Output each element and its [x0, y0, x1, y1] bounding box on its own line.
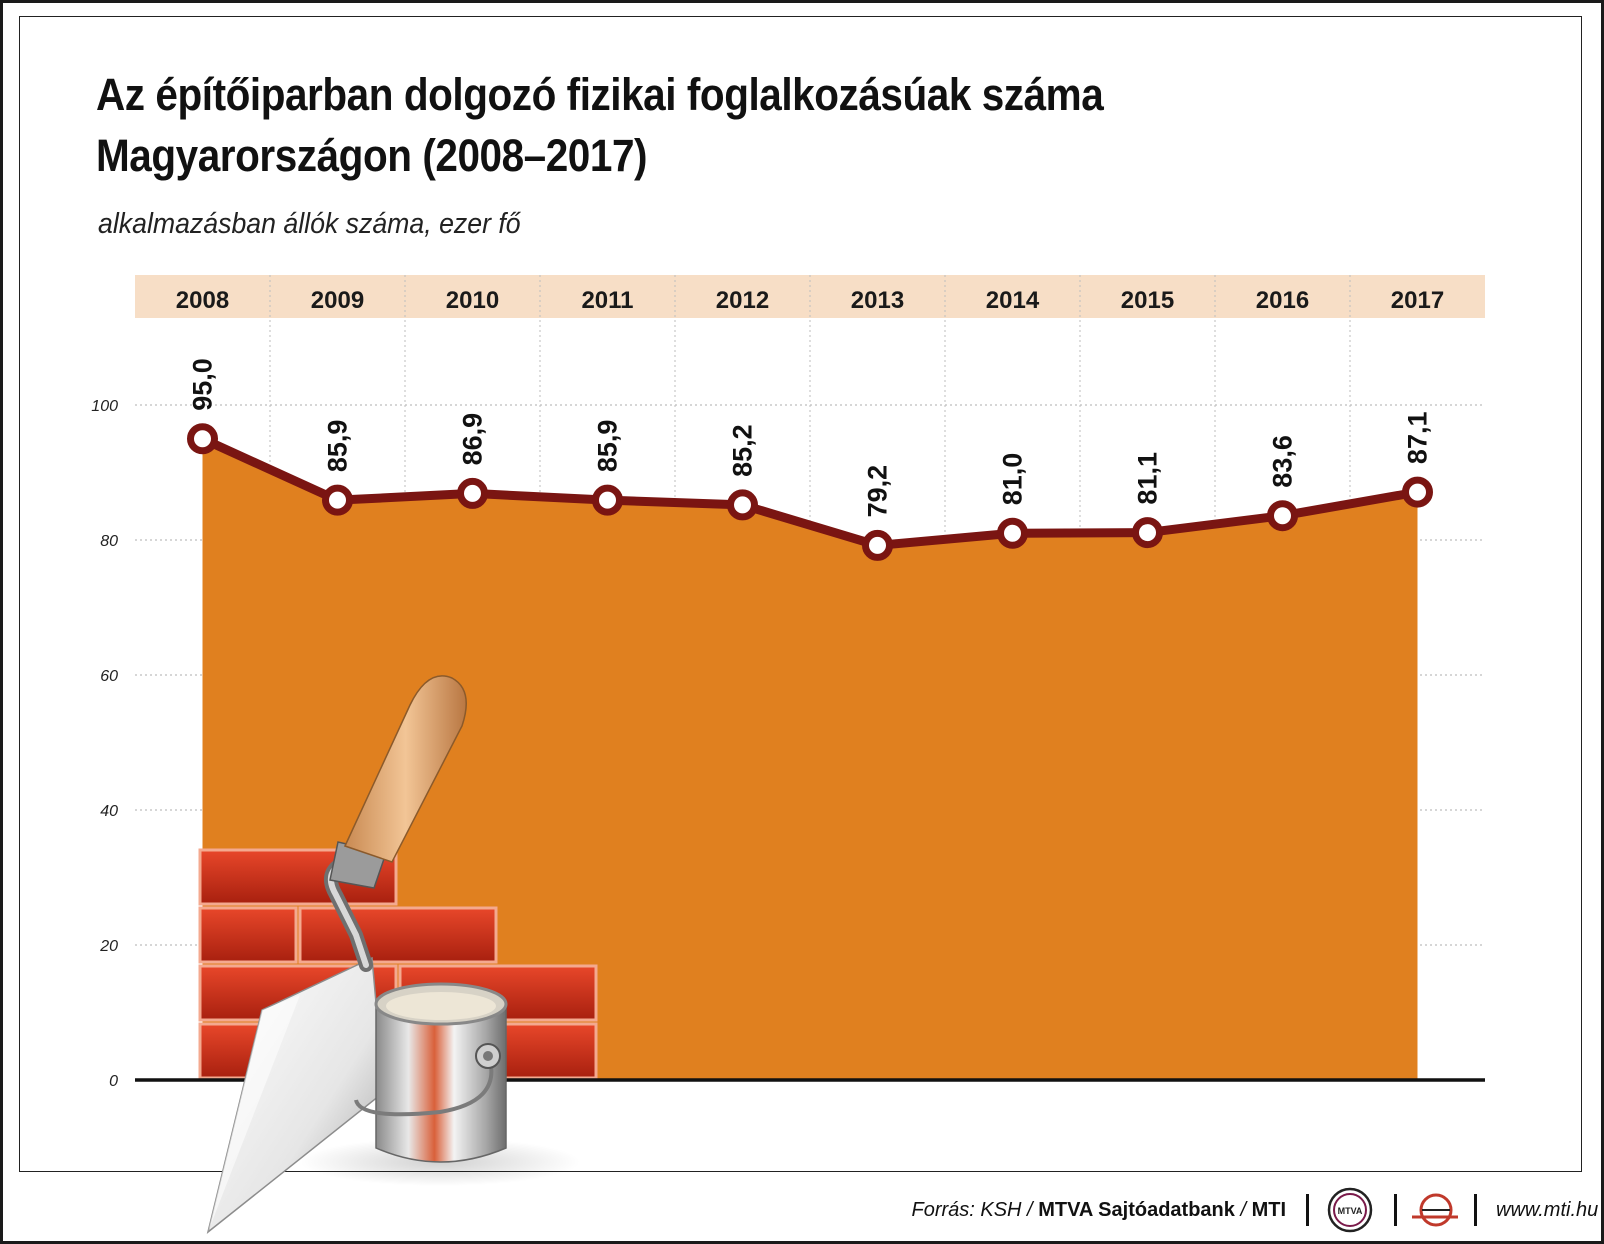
- brick: [298, 906, 498, 964]
- data-label: 86,9: [458, 413, 488, 466]
- x-tick-label: 2014: [986, 287, 1040, 314]
- x-tick-label: 2011: [581, 287, 633, 314]
- data-point: [997, 517, 1028, 549]
- data-label: 85,9: [593, 420, 623, 473]
- source-prefix: Forrás: KSH /: [911, 1199, 1039, 1221]
- footer-url: www.mti.hu: [1496, 1199, 1599, 1221]
- footer: Forrás: KSH / MTVA Sajtóadatbank / MTI M…: [0, 1182, 1604, 1238]
- y-axis-ticks: 0 20 40 60 80 100: [91, 398, 118, 1090]
- x-tick-label: 2013: [851, 287, 904, 314]
- area-fill: [202, 438, 1418, 1080]
- chart-title: Az építőiparban dolgozó fizikai foglalko…: [96, 64, 1104, 186]
- x-tick-label: 2008: [176, 287, 229, 314]
- chart-title-line-2: Magyarországon (2008–2017): [96, 130, 648, 181]
- data-point: [457, 477, 488, 509]
- inner-frame: [19, 16, 1582, 1172]
- data-point: [322, 484, 353, 516]
- footer-divider: [1474, 1194, 1477, 1226]
- y-tick-label: 40: [100, 803, 118, 820]
- data-point: [592, 484, 623, 516]
- data-labels: 95,0 85,9 86,9 85,9 85,2 79,2 81,0 81,1 83,6 87,1: [188, 358, 1433, 517]
- mti-logo-icon: [1412, 1193, 1458, 1227]
- source-separator: /: [1234, 1199, 1252, 1221]
- source-mtva: MTVA Sajtóadatbank: [1038, 1199, 1235, 1221]
- paint-bucket-icon: [300, 982, 580, 1186]
- y-tick-label: 100: [91, 398, 118, 415]
- brick: [198, 906, 298, 964]
- data-label: 81,1: [1133, 452, 1163, 505]
- x-tick-label: 2015: [1121, 287, 1174, 314]
- data-point: [862, 529, 893, 561]
- data-point: [187, 423, 218, 455]
- y-tick-label: 80: [100, 533, 118, 550]
- data-label: 87,1: [1403, 412, 1433, 465]
- x-tick-label: 2012: [716, 287, 769, 314]
- area-series: [202, 438, 1418, 1080]
- data-point: [1132, 517, 1163, 549]
- x-tick-label: 2017: [1391, 287, 1444, 314]
- data-label: 85,2: [728, 424, 758, 477]
- footer-divider: [1394, 1194, 1397, 1226]
- data-point: [1402, 476, 1433, 508]
- series-line: [200, 434, 1419, 550]
- data-point: [727, 489, 758, 521]
- y-tick-label: 20: [99, 938, 118, 955]
- data-label: 83,6: [1268, 435, 1298, 488]
- y-tick-label: 60: [100, 668, 118, 685]
- line-series: [187, 423, 1433, 561]
- data-label: 95,0: [188, 358, 218, 411]
- data-point: [1267, 500, 1298, 532]
- data-label: 85,9: [323, 420, 353, 473]
- y-tick-label: 0: [109, 1073, 118, 1090]
- chart-title-line-1: Az építőiparban dolgozó fizikai foglalko…: [96, 69, 1104, 120]
- chart-subtitle: alkalmazásban állók száma, ezer fő: [98, 208, 521, 240]
- footer-divider: [1306, 1194, 1309, 1226]
- mtva-logo-icon: MTVA: [1327, 1187, 1373, 1233]
- x-tick-label: 2009: [311, 287, 364, 314]
- x-tick-label: 2010: [446, 287, 499, 314]
- trowel-icon: [206, 675, 467, 1234]
- source-mti: MTI: [1251, 1199, 1286, 1221]
- data-label: 79,2: [863, 465, 893, 518]
- mtva-logo-text: MTVA: [1338, 1206, 1363, 1216]
- x-tick-label: 2016: [1256, 287, 1309, 314]
- source-credit: Forrás: KSH / MTVA Sajtóadatbank / MTI: [911, 1199, 1286, 1222]
- data-label: 81,0: [998, 453, 1028, 506]
